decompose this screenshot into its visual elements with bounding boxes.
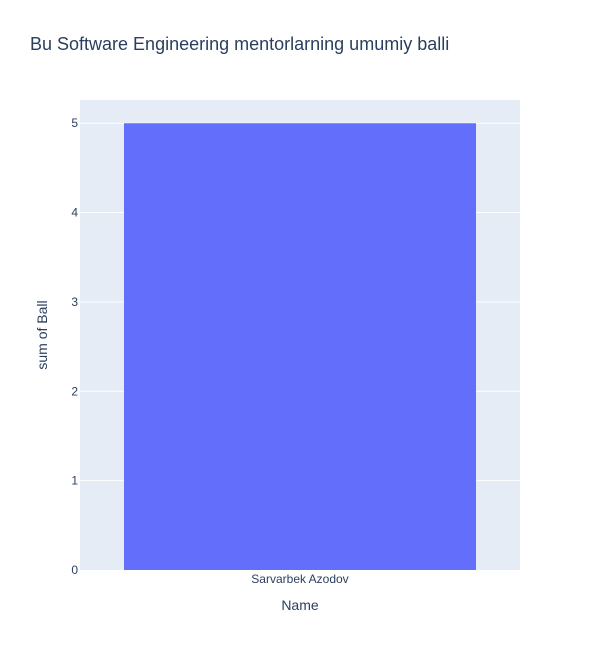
y-axis-title: sum of Ball [34, 300, 50, 369]
bars [124, 123, 476, 571]
y-tick-label: 5 [71, 116, 78, 130]
x-axis-title: Name [281, 597, 319, 613]
x-tick-label: Sarvarbek Azodov [251, 572, 348, 586]
chart-title: Bu Software Engineering mentorlarning um… [30, 34, 449, 54]
y-tick-label: 3 [71, 295, 78, 309]
y-tick-label: 0 [71, 563, 78, 577]
bar[interactable] [124, 123, 476, 571]
y-tick-label: 1 [71, 474, 78, 488]
y-tick-label: 4 [71, 206, 78, 220]
x-tick-labels: Sarvarbek Azodov [251, 572, 348, 586]
y-tick-labels: 0 1 2 3 4 5 [71, 116, 78, 577]
y-tick-label: 2 [71, 384, 78, 398]
